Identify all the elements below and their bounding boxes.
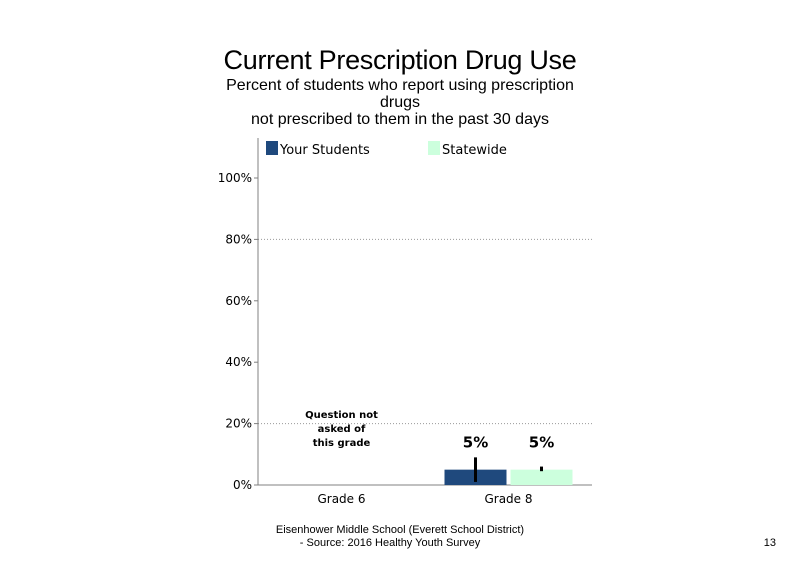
page-number: 13 bbox=[763, 537, 776, 549]
annotation-line-2: this grade bbox=[313, 438, 371, 449]
x-tick-label-0: Grade 6 bbox=[317, 492, 365, 506]
y-tick-label-100: 100% bbox=[218, 171, 252, 185]
source-footer: Eisenhower Middle School (Everett School… bbox=[200, 524, 600, 550]
legend-label-0: Your Students bbox=[279, 143, 370, 158]
y-tick-label-20: 20% bbox=[225, 417, 252, 431]
data-label-1-1: 5% bbox=[529, 434, 554, 452]
subtitle-line-1: Percent of students who report using pre… bbox=[226, 77, 574, 94]
chart-title: Current Prescription Drug Use bbox=[223, 45, 577, 75]
y-tick-label-60: 60% bbox=[225, 294, 252, 308]
annotation-0: Question not asked of this grade bbox=[305, 410, 378, 449]
x-tick-label-1: Grade 8 bbox=[484, 492, 532, 506]
data-label-0-1: 5% bbox=[463, 434, 488, 452]
footer-line-1: Eisenhower Middle School (Everett School… bbox=[275, 524, 525, 536]
legend-swatch-0 bbox=[266, 141, 278, 155]
subtitle-line-3: not prescribed to them in the past 30 da… bbox=[251, 111, 549, 128]
subtitle-line-2: drugs bbox=[379, 94, 421, 111]
bar-1-1 bbox=[510, 469, 573, 485]
legend-swatch-1 bbox=[428, 141, 440, 155]
footer-line-2: - Source: 2016 Healthy Youth Survey bbox=[299, 537, 481, 549]
y-tick-label-0: 0% bbox=[233, 478, 252, 492]
annotation-line-1: asked of bbox=[318, 424, 366, 435]
legend-label-1: Statewide bbox=[442, 143, 507, 158]
annotation-line-0: Question not bbox=[305, 410, 378, 421]
chart-subtitle: Percent of students who report using pre… bbox=[200, 77, 600, 128]
y-tick-label-40: 40% bbox=[225, 355, 252, 369]
y-tick-label-80: 80% bbox=[225, 232, 252, 246]
